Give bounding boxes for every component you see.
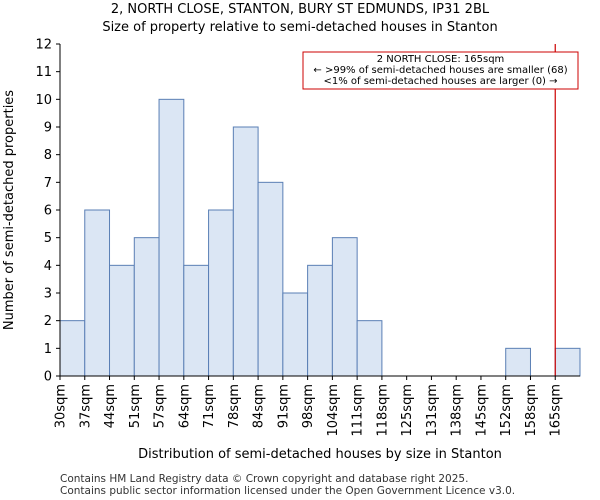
x-tick-label: 84sqm [252,384,267,428]
annotation-line-2: ← >99% of semi-detached houses are small… [313,65,567,76]
x-tick-label: 131sqm [425,384,440,437]
bar-78sqm [232,126,259,377]
bar-64sqm [183,264,210,377]
y-tick-label: 0 [44,370,52,385]
x-tick-label: 44sqm [103,384,118,428]
bar-44sqm [109,264,135,377]
y-tick-label: 6 [44,204,52,219]
x-tick-label: 78sqm [227,384,242,428]
x-tick-label: 30sqm [54,384,69,428]
annotation-line-1: 2 NORTH CLOSE: 165sqm [377,54,505,65]
x-tick-label: 64sqm [177,384,192,428]
bar-51sqm [133,237,160,377]
x-tick-label: 125sqm [400,384,415,437]
x-tick-label: 37sqm [78,384,93,428]
x-axis-label: Distribution of semi-detached houses by … [138,447,502,462]
footer-copyright: Contains HM Land Registry data © Crown c… [60,473,469,485]
x-tick-label: 71sqm [202,384,217,428]
y-tick-label: 1 [44,342,52,357]
bar-111sqm [356,320,383,377]
x-tick-label: 91sqm [276,384,291,428]
chart-title: 2, NORTH CLOSE, STANTON, BURY ST EDMUNDS… [110,2,490,17]
annotation-line-3: <1% of semi-detached houses are larger (… [323,76,557,87]
x-tick-label: 118sqm [375,384,390,437]
y-tick-label: 5 [44,231,52,246]
bar-152sqm [505,347,531,377]
y-tick-label: 9 [44,121,52,136]
bar-104sqm [331,237,358,377]
bar-37sqm [84,209,111,377]
y-axis-label: Number of semi-detached properties [2,90,17,330]
x-tick-label: 98sqm [301,384,316,428]
chart-subtitle: Size of property relative to semi-detach… [102,20,498,35]
x-tick-label: 145sqm [474,384,489,437]
x-tick-label: 158sqm [524,384,539,437]
x-tick-label: 111sqm [351,384,366,437]
bar-57sqm [158,98,185,377]
x-tick-label: 138sqm [450,384,465,437]
bar-71sqm [208,209,234,377]
bar-165sqm [554,347,581,377]
y-tick-label: 2 [44,314,52,329]
x-tick-label: 57sqm [153,384,168,428]
bar-91sqm [282,292,309,377]
y-tick-label: 8 [44,148,52,163]
bar-98sqm [307,264,333,377]
bar-30sqm [59,320,86,377]
annotation-box [302,51,579,90]
y-tick-label: 4 [44,259,52,274]
x-tick-label: 104sqm [326,384,341,437]
y-tick-label: 12 [35,38,52,53]
footer-licence: Contains public sector information licen… [60,485,516,497]
y-tick-label: 3 [44,287,52,302]
bar-84sqm [257,181,284,377]
y-tick-label: 10 [35,93,52,108]
x-tick-label: 152sqm [499,384,514,437]
y-tick-label: 11 [35,65,52,80]
x-tick-label: 51sqm [128,384,143,428]
y-tick-label: 7 [44,176,52,191]
x-tick-label: 165sqm [549,384,564,437]
